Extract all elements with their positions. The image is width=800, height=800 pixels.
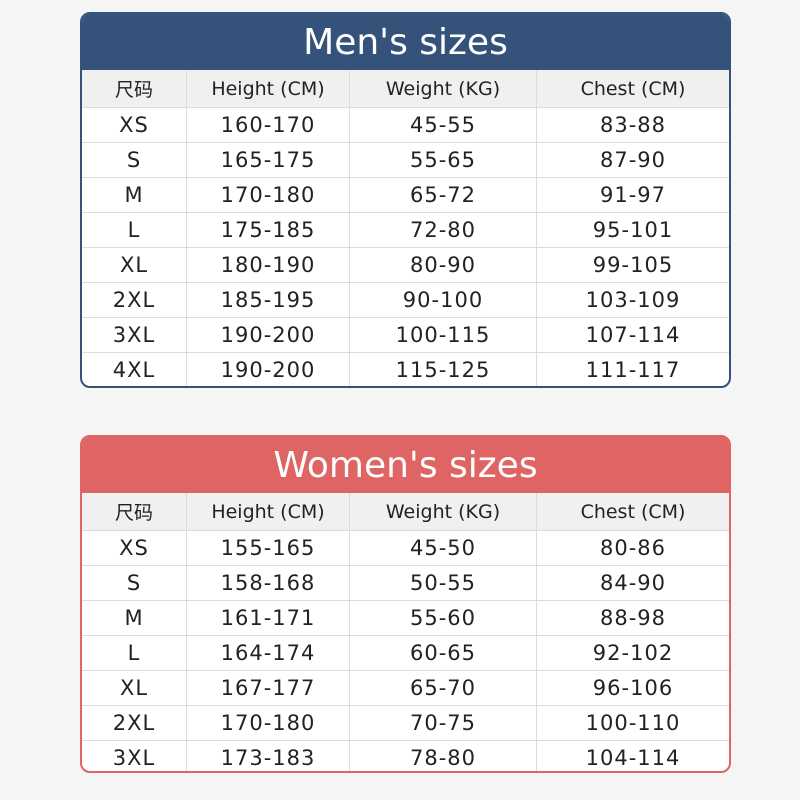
- column-header: Chest (CM): [536, 70, 729, 107]
- table-cell: XL: [119, 253, 149, 277]
- table-cell: 161-171: [186, 601, 349, 635]
- table-row: L 175-185 72-80 95-101: [82, 212, 729, 247]
- table-cell: 155-165: [186, 531, 349, 565]
- table-cell: 87-90: [536, 143, 729, 177]
- table-cell: 158-168: [186, 566, 349, 600]
- table-title: Women's sizes: [82, 437, 729, 493]
- column-header: Weight (KG): [349, 70, 536, 107]
- table-cell: 99-105: [536, 248, 729, 282]
- table-row: XL 180-190 80-90 99-105: [82, 247, 729, 282]
- table-cell: 3XL: [112, 323, 156, 347]
- table-cell: 70-75: [349, 706, 536, 740]
- table-cell: S: [126, 148, 142, 172]
- table-cell: 45-55: [349, 108, 536, 142]
- column-header: Weight (KG): [349, 493, 536, 530]
- table-cell: 190-200: [186, 353, 349, 386]
- table-cell: 170-180: [186, 178, 349, 212]
- table-cell: 55-60: [349, 601, 536, 635]
- table-cell: 160-170: [186, 108, 349, 142]
- table-row: M 170-180 65-72 91-97: [82, 177, 729, 212]
- table-cell: M: [124, 183, 144, 207]
- table-cell: XS: [119, 113, 149, 137]
- table-row: 2XL 185-195 90-100 103-109: [82, 282, 729, 317]
- table-cell: 103-109: [536, 283, 729, 317]
- mens-size-table: Men's sizes 尺码 Height (CM) Weight (KG) Ches…: [80, 12, 731, 388]
- table-row: XS 160-170 45-55 83-88: [82, 107, 729, 142]
- table-row: XL 167-177 65-70 96-106: [82, 670, 729, 705]
- table-cell: 111-117: [536, 353, 729, 386]
- column-header: Height (CM): [186, 493, 349, 530]
- table-cell: 107-114: [536, 318, 729, 352]
- column-header: 尺码: [114, 502, 153, 524]
- column-header: Height (CM): [186, 70, 349, 107]
- table-cell: M: [124, 606, 144, 630]
- table-row: XS 155-165 45-50 80-86: [82, 530, 729, 565]
- table-cell: L: [127, 641, 141, 665]
- table-cell: 104-114: [536, 741, 729, 771]
- table-cell: 167-177: [186, 671, 349, 705]
- table-row: S 165-175 55-65 87-90: [82, 142, 729, 177]
- table-cell: 50-55: [349, 566, 536, 600]
- table-row: 3XL 190-200 100-115 107-114: [82, 317, 729, 352]
- table-cell: 78-80: [349, 741, 536, 771]
- header-row: 尺码 Height (CM) Weight (KG) Chest (CM): [82, 70, 729, 107]
- table-row: 2XL 170-180 70-75 100-110: [82, 705, 729, 740]
- table-cell: 80-86: [536, 531, 729, 565]
- table-row: L 164-174 60-65 92-102: [82, 635, 729, 670]
- table-cell: 173-183: [186, 741, 349, 771]
- table-cell: 55-65: [349, 143, 536, 177]
- table-cell: 90-100: [349, 283, 536, 317]
- womens-size-table: Women's sizes 尺码 Height (CM) Weight (KG) Ch…: [80, 435, 731, 773]
- table-cell: XS: [119, 536, 149, 560]
- table-cell: 84-90: [536, 566, 729, 600]
- table-cell: 185-195: [186, 283, 349, 317]
- table-cell: 83-88: [536, 108, 729, 142]
- table-row: 3XL 173-183 78-80 104-114: [82, 740, 729, 771]
- table-cell: 2XL: [112, 711, 156, 735]
- table-cell: 91-97: [536, 178, 729, 212]
- table-cell: 60-65: [349, 636, 536, 670]
- table-cell: 180-190: [186, 248, 349, 282]
- table-cell: 80-90: [349, 248, 536, 282]
- column-header: 尺码: [114, 79, 153, 101]
- table-cell: 4XL: [112, 358, 156, 382]
- table-title: Men's sizes: [82, 14, 729, 70]
- table-cell: XL: [119, 676, 149, 700]
- table-cell: 88-98: [536, 601, 729, 635]
- table-row: 4XL 190-200 115-125 111-117: [82, 352, 729, 386]
- table-cell: 115-125: [349, 353, 536, 386]
- table-cell: 92-102: [536, 636, 729, 670]
- table-row: S 158-168 50-55 84-90: [82, 565, 729, 600]
- table-cell: 190-200: [186, 318, 349, 352]
- table-cell: 175-185: [186, 213, 349, 247]
- table-row: M 161-171 55-60 88-98: [82, 600, 729, 635]
- table-cell: 100-115: [349, 318, 536, 352]
- table-cell: 3XL: [112, 746, 156, 770]
- column-header: Chest (CM): [536, 493, 729, 530]
- table-cell: S: [126, 571, 142, 595]
- table-cell: 164-174: [186, 636, 349, 670]
- header-row: 尺码 Height (CM) Weight (KG) Chest (CM): [82, 493, 729, 530]
- table-cell: 100-110: [536, 706, 729, 740]
- table-cell: 65-72: [349, 178, 536, 212]
- table-cell: 165-175: [186, 143, 349, 177]
- table-cell: 95-101: [536, 213, 729, 247]
- table-cell: 65-70: [349, 671, 536, 705]
- table-cell: 170-180: [186, 706, 349, 740]
- table-cell: 72-80: [349, 213, 536, 247]
- table-cell: 2XL: [112, 288, 156, 312]
- table-cell: L: [127, 218, 141, 242]
- table-cell: 96-106: [536, 671, 729, 705]
- table-cell: 45-50: [349, 531, 536, 565]
